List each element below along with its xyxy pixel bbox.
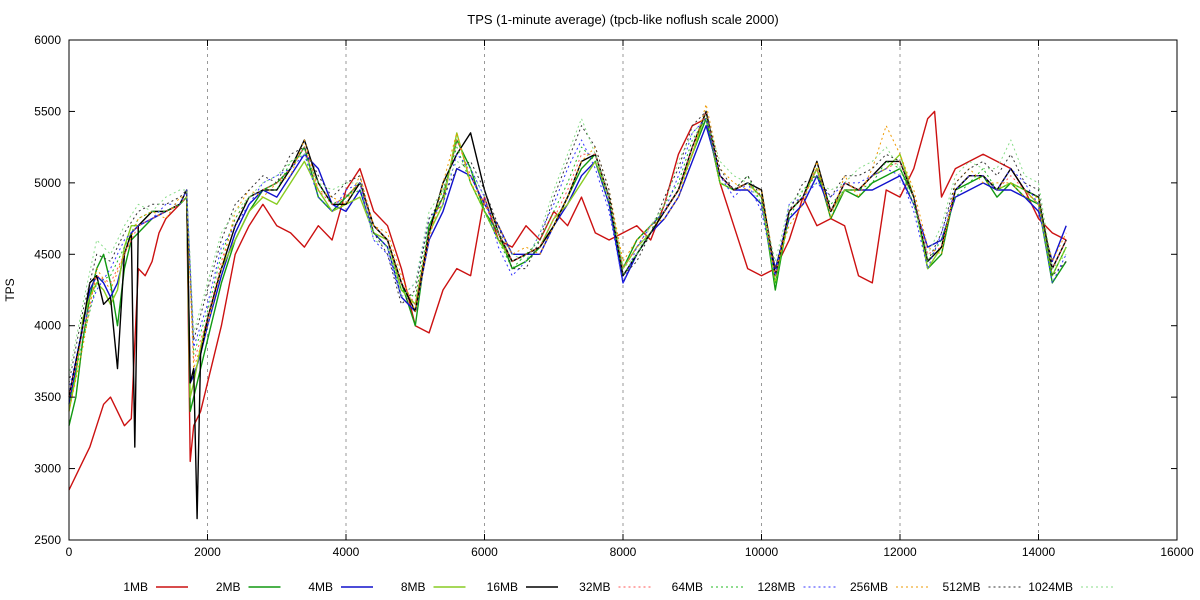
series-line-512mb (68, 110, 1067, 383)
x-tick-label: 14000 (1022, 545, 1056, 559)
legend-label: 1MB (123, 580, 148, 594)
x-tick-label: 6000 (471, 545, 498, 559)
x-tick-label: 4000 (333, 545, 360, 559)
x-tick-label: 10000 (745, 545, 779, 559)
legend-item-2mb: 2MB (216, 580, 281, 594)
series-line-4mb (68, 124, 1067, 405)
ticks-layer: 0 2000 4000 6000 8000 10000 12000 14000 16000 250… (34, 33, 1194, 559)
y-tick-label: 4000 (34, 319, 61, 333)
legend-item-1024mb: 1024MB (1028, 580, 1113, 594)
legend-item-4mb: 4MB (308, 580, 373, 594)
x-tick-label: 8000 (610, 545, 637, 559)
y-tick-label: 5500 (34, 104, 61, 118)
y-tick-label: 6000 (34, 33, 61, 47)
series-line-16mb (68, 110, 1067, 520)
chart-title: TPS (1-minute average) (tpcb-like noflus… (467, 12, 778, 27)
legend-label: 4MB (308, 580, 333, 594)
legend-label: 16MB (487, 580, 518, 594)
x-tick-label: 12000 (883, 545, 917, 559)
legend-label: 2MB (216, 580, 241, 594)
legend-label: 8MB (401, 580, 426, 594)
series-layer (68, 103, 1067, 520)
plot-frame (68, 39, 1178, 541)
legend-label: 1024MB (1028, 580, 1073, 594)
x-tick-label: 0 (66, 545, 73, 559)
series-line-64mb (68, 118, 1067, 405)
legend-item-64mb: 64MB (672, 580, 743, 594)
series-line-256mb (68, 103, 1067, 412)
legend-item-512mb: 512MB (942, 580, 1021, 594)
legend-label: 256MB (850, 580, 888, 594)
x-tick-label: 2000 (194, 545, 221, 559)
legend-item-16mb: 16MB (487, 580, 558, 594)
series-line-32mb (68, 110, 1067, 398)
legend-label: 32MB (579, 580, 610, 594)
y-tick-label: 4500 (34, 247, 61, 261)
series-line-2mb (68, 117, 1067, 426)
grid-layer (207, 40, 1039, 540)
legend: 1MB 2MB 4MB 8MB 16MB 32MB 64MB 128MB 256MB 512MB 1… (123, 580, 1113, 594)
legend-item-8mb: 8MB (401, 580, 466, 594)
y-tick-label: 5000 (34, 176, 61, 190)
x-tick-label: 16000 (1160, 545, 1194, 559)
legend-item-32mb: 32MB (579, 580, 651, 594)
legend-item-1mb: 1MB (123, 580, 188, 594)
y-tick-label: 3000 (34, 462, 61, 476)
series-line-128mb (68, 118, 1067, 391)
y-axis-title: TPS (3, 278, 17, 301)
y-tick-label: 3500 (34, 390, 61, 404)
legend-item-128mb: 128MB (757, 580, 836, 594)
series-line-1024mb (68, 118, 1067, 376)
legend-label: 128MB (757, 580, 795, 594)
y-tick-label: 2500 (34, 533, 61, 547)
legend-item-256mb: 256MB (850, 580, 928, 594)
legend-label: 64MB (672, 580, 703, 594)
series-line-1mb (68, 110, 1067, 491)
legend-label: 512MB (942, 580, 980, 594)
